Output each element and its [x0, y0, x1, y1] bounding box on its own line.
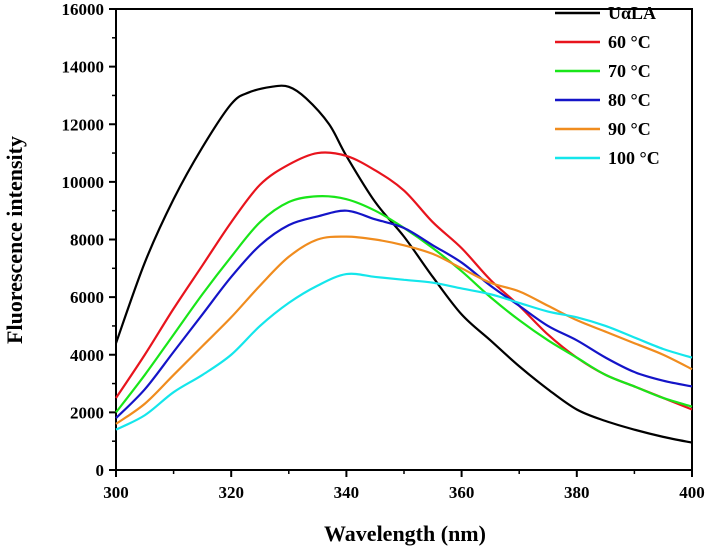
- x-tick-label: 400: [679, 483, 705, 502]
- y-tick-label: 2000: [70, 403, 104, 422]
- series-line-u-la: [114, 84, 693, 444]
- y-tick-label: 16000: [62, 0, 105, 19]
- series-line-80-c: [115, 209, 693, 419]
- y-tick-label: 8000: [70, 231, 104, 250]
- legend-label: 100 °C: [608, 148, 660, 168]
- x-tick-label: 340: [334, 483, 360, 502]
- y-tick-label: 12000: [62, 115, 105, 134]
- y-tick-label: 0: [96, 461, 105, 480]
- y-tick-label: 6000: [70, 288, 104, 307]
- legend-label: 80 °C: [608, 90, 651, 110]
- y-tick-label: 14000: [62, 58, 105, 77]
- y-tick-label: 4000: [70, 346, 104, 365]
- axis-ticks: 300 320 340 360 380 4000200040006000800010000…: [62, 0, 705, 502]
- series-line-90-c: [115, 235, 693, 425]
- series-line-60-c: [115, 151, 693, 411]
- x-tick-label: 320: [218, 483, 244, 502]
- plot-frame: [115, 8, 693, 471]
- series-lines: [114, 84, 693, 444]
- x-tick-label: 380: [564, 483, 590, 502]
- x-tick-label: 360: [449, 483, 475, 502]
- x-axis-title: Wavelength (nm): [324, 521, 486, 546]
- legend-label: UαLA: [608, 3, 656, 23]
- legend-label: 70 °C: [608, 61, 651, 81]
- legend-label: 90 °C: [608, 119, 651, 139]
- x-tick-label: 300: [103, 483, 129, 502]
- plot-area-border: [115, 8, 693, 471]
- legend: UαLA 60 °C 70 °C 80 °C 90 °C 100 °C: [555, 3, 660, 168]
- series-line-100-c: [115, 272, 693, 431]
- y-tick-label: 10000: [62, 173, 105, 192]
- y-axis-title: Fluorescence intensity: [2, 136, 27, 344]
- legend-label: 60 °C: [608, 32, 651, 52]
